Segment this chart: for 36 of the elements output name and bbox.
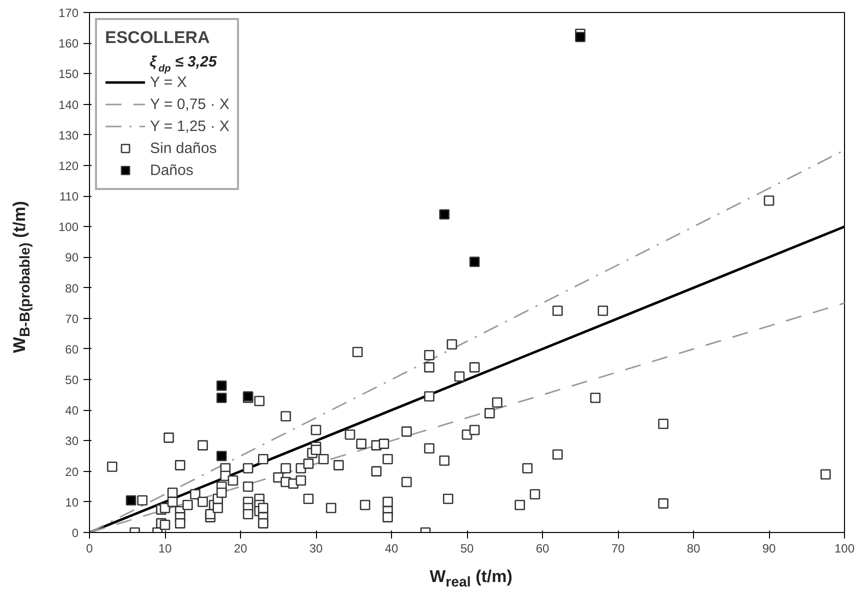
x-tick-label: 80: [686, 542, 700, 556]
x-tick-label: 0: [86, 542, 94, 556]
x-tick-label: 40: [384, 542, 398, 556]
legend-label: Y = X: [150, 74, 187, 90]
x-tick-label: 70: [611, 542, 625, 556]
x-tick-label: 50: [460, 542, 474, 556]
legend-label: Sin daños: [150, 140, 217, 156]
legend-label: Y = 1,25 · X: [150, 118, 230, 134]
x-tick-label: 100: [834, 542, 855, 556]
y-tick-label: 170: [58, 6, 79, 20]
x-tick-label: 10: [158, 542, 172, 556]
y-tick-label: 90: [65, 250, 79, 265]
y-tick-label: 160: [58, 36, 79, 51]
x-tick-label: 30: [309, 542, 323, 556]
x-tick-label: 60: [536, 542, 550, 556]
y-tick-label: 0: [72, 526, 79, 540]
y-tick-label: 140: [58, 98, 79, 112]
y-tick-label: 60: [65, 342, 79, 356]
y-tick-label: 70: [65, 312, 79, 326]
y-tick-label: 20: [65, 464, 79, 479]
legend-title: ESCOLLERA: [105, 28, 211, 48]
y-tick-label: 80: [65, 281, 79, 296]
legend-label: Y = 0,75 · X: [150, 96, 230, 112]
y-tick-label: 150: [58, 67, 79, 82]
x-tick-label: 20: [234, 542, 248, 556]
x-tick-label: 90: [762, 542, 776, 556]
legend-label: Daños: [150, 162, 194, 178]
y-tick-label: 100: [58, 220, 79, 234]
y-tick-label: 130: [58, 128, 79, 142]
y-tick-label: 30: [65, 434, 79, 448]
y-tick-label: 50: [65, 373, 79, 388]
y-tick-label: 10: [65, 495, 79, 510]
x-axis-title: W$_{real}$ (t/m): [430, 566, 512, 592]
y-tick-label: 110: [59, 190, 79, 204]
y-tick-label: 120: [58, 158, 79, 173]
y-tick-label: 40: [65, 404, 79, 418]
